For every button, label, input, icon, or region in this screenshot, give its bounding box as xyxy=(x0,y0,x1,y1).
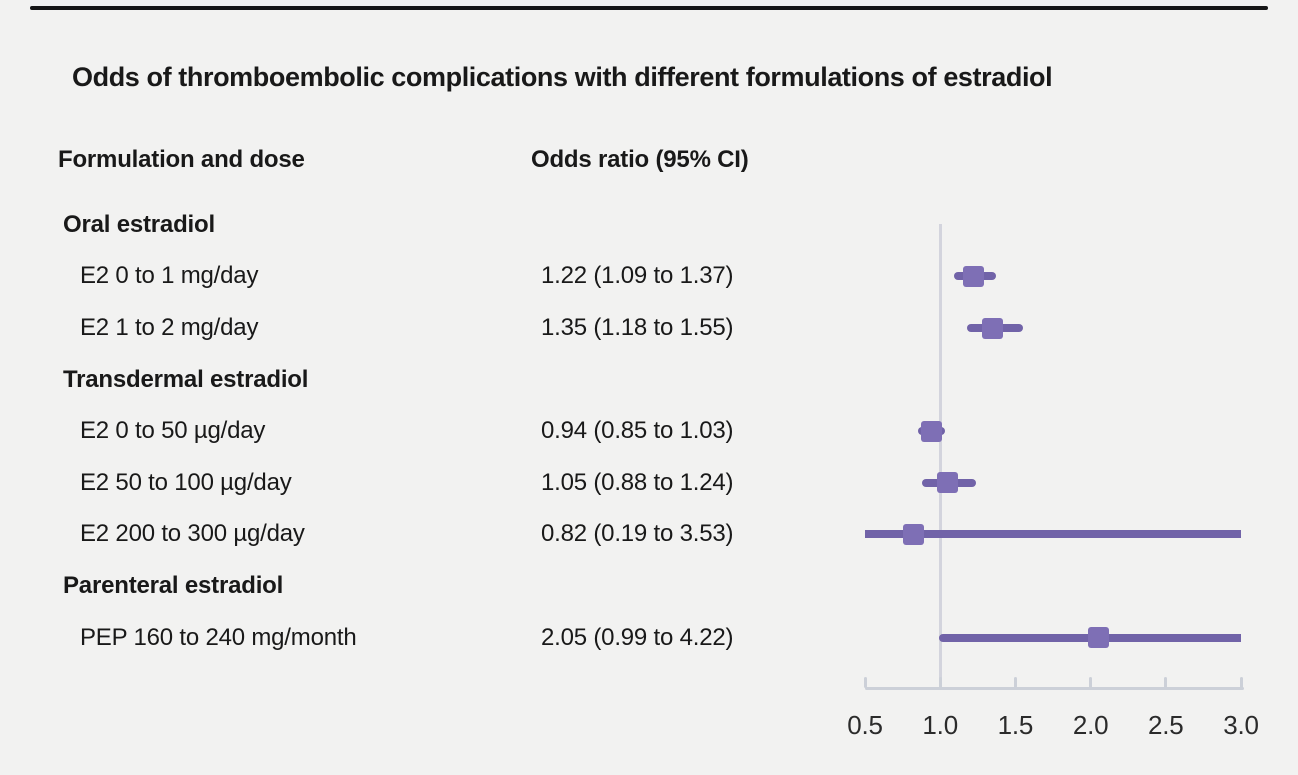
row-label: E2 1 to 2 mg/day xyxy=(80,313,259,341)
x-axis-line xyxy=(865,686,1244,690)
row-odds-ratio-value: 1.35 (1.18 to 1.55) xyxy=(541,313,734,341)
data-row: E2 200 to 300 µg/day 0.82 (0.19 to 3.53) xyxy=(0,509,860,561)
group-label: Oral estradiol xyxy=(63,210,215,238)
row-odds-ratio-value: 2.05 (0.99 to 4.22) xyxy=(541,623,734,651)
data-row: PEP 160 to 240 mg/month 2.05 (0.99 to 4.2… xyxy=(0,612,860,664)
data-row: E2 0 to 1 mg/day 1.22 (1.09 to 1.37) xyxy=(0,251,860,303)
row-label: E2 0 to 50 µg/day xyxy=(80,417,266,445)
x-axis-tick xyxy=(863,677,867,688)
chart-title: Odds of thromboembolic complications wit… xyxy=(72,62,1053,92)
x-axis-tick xyxy=(1089,677,1093,688)
group-row: Transdermal estradiol xyxy=(0,354,860,406)
x-axis-tick xyxy=(1013,677,1017,688)
row-label: E2 50 to 100 µg/day xyxy=(80,468,292,496)
odds-ratio-point-marker xyxy=(982,317,1004,339)
x-axis-tick xyxy=(1164,677,1168,688)
data-row: E2 50 to 100 µg/day 1.05 (0.88 to 1.24) xyxy=(0,457,860,509)
column-header-odds-ratio: Odds ratio (95% CI) xyxy=(531,146,749,173)
top-rule-divider xyxy=(30,6,1268,10)
x-axis-tick-label: 3.0 xyxy=(1223,710,1259,740)
odds-ratio-point-marker xyxy=(902,523,924,545)
x-axis-tick xyxy=(1239,677,1243,688)
row-odds-ratio-value: 1.05 (0.88 to 1.24) xyxy=(541,468,734,496)
x-axis-tick xyxy=(938,677,942,688)
row-label: E2 200 to 300 µg/day xyxy=(80,520,305,548)
x-axis-tick-label: 1.0 xyxy=(922,710,958,740)
group-label: Transdermal estradiol xyxy=(63,365,309,393)
row-odds-ratio-value: 0.94 (0.85 to 1.03) xyxy=(541,417,734,445)
x-axis-tick-label: 2.5 xyxy=(1148,710,1184,740)
data-row: E2 1 to 2 mg/day 1.35 (1.18 to 1.55) xyxy=(0,302,860,354)
row-odds-ratio-value: 1.22 (1.09 to 1.37) xyxy=(541,262,734,290)
x-axis-tick-label: 1.5 xyxy=(997,710,1034,740)
row-label: E2 0 to 1 mg/day xyxy=(80,262,259,290)
group-row: Parenteral estradiol xyxy=(0,560,860,612)
reference-line xyxy=(938,224,942,690)
confidence-interval-line xyxy=(865,530,1241,539)
data-row: E2 0 to 50 µg/day 0.94 (0.85 to 1.03) xyxy=(0,405,860,457)
x-axis-tick-label: 0.5 xyxy=(847,710,883,740)
row-label: PEP 160 to 240 mg/month xyxy=(80,623,357,651)
x-axis-tick-label: 2.0 xyxy=(1072,710,1109,740)
odds-ratio-point-marker xyxy=(920,420,942,442)
odds-ratio-point-marker xyxy=(1087,627,1109,649)
odds-ratio-point-marker xyxy=(937,472,959,494)
column-header-formulation: Formulation and dose xyxy=(58,146,305,173)
odds-ratio-point-marker xyxy=(962,265,984,287)
row-odds-ratio-value: 0.82 (0.19 to 3.53) xyxy=(541,520,734,548)
group-row: Oral estradiol xyxy=(0,199,860,251)
row-list: Oral estradiol E2 0 to 1 mg/day 1.22 (1.09… xyxy=(0,199,860,663)
group-label: Parenteral estradiol xyxy=(63,571,284,599)
